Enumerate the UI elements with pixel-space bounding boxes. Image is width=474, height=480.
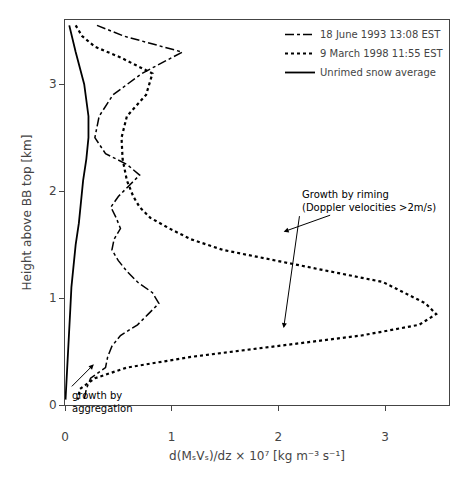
svg-text:0: 0 <box>61 430 69 444</box>
svg-text:1: 1 <box>49 291 57 305</box>
svg-text:2: 2 <box>49 184 57 198</box>
svg-text:d(MₛVₛ)/dz × 10⁷ [kg m⁻³ s⁻¹]: d(MₛVₛ)/dz × 10⁷ [kg m⁻³ s⁻¹] <box>169 449 345 463</box>
svg-text:1: 1 <box>168 430 176 444</box>
svg-text:2: 2 <box>275 430 283 444</box>
svg-text:0: 0 <box>49 398 57 412</box>
svg-text:Growth by riming(Doppler veloc: Growth by riming(Doppler velocities >2m/… <box>302 189 436 213</box>
svg-text:3: 3 <box>49 77 57 91</box>
svg-text:growth byaggregation: growth byaggregation <box>72 390 133 414</box>
svg-text:3: 3 <box>381 430 389 444</box>
svg-text:9 March 1998 11:55 EST: 9 March 1998 11:55 EST <box>320 48 443 59</box>
svg-text:Height above BB top [km]: Height above BB top [km] <box>20 135 34 291</box>
svg-text:18 June 1993 13:08 EST: 18 June 1993 13:08 EST <box>320 29 441 40</box>
svg-text:Unrimed snow average: Unrimed snow average <box>320 67 436 78</box>
